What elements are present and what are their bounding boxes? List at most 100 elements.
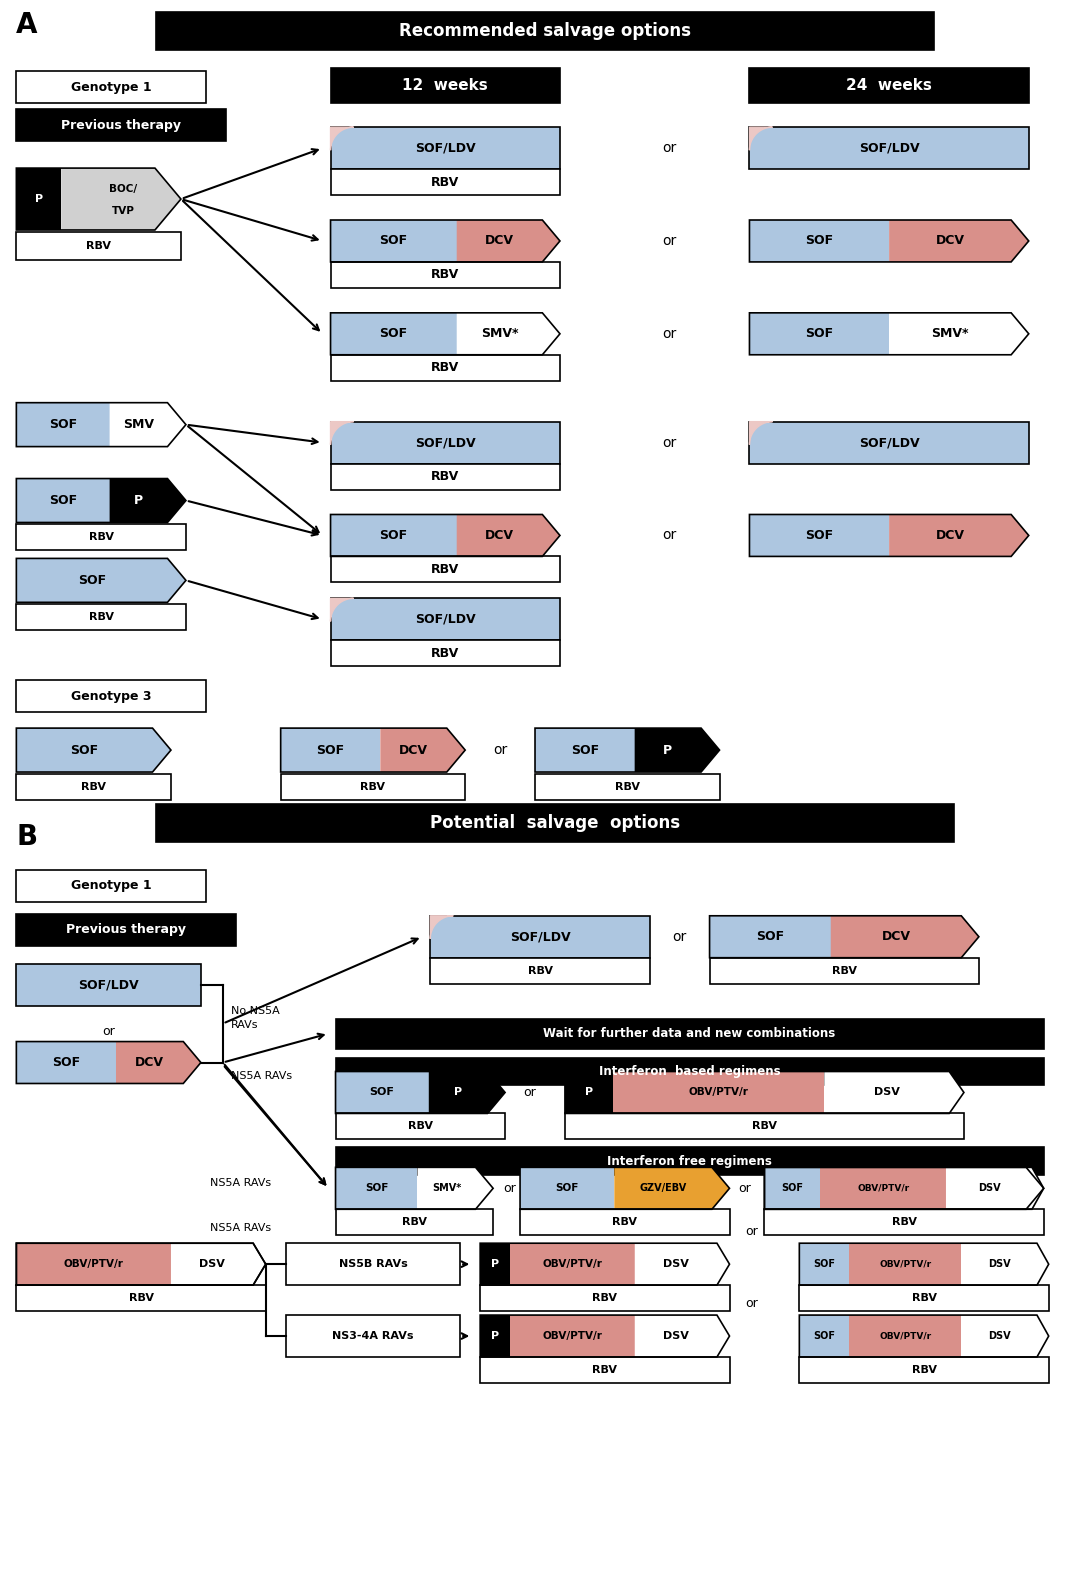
Polygon shape [16, 1042, 116, 1083]
Text: DSV: DSV [199, 1259, 225, 1269]
Text: NS3-4A RAVs: NS3-4A RAVs [332, 1331, 413, 1342]
Text: P: P [454, 1088, 462, 1098]
Text: TVP: TVP [111, 206, 134, 215]
Polygon shape [520, 1167, 615, 1209]
Polygon shape [330, 220, 457, 261]
Text: RBV: RBV [832, 966, 857, 976]
Polygon shape [457, 220, 560, 261]
Text: SOF: SOF [49, 494, 77, 507]
Text: or: or [504, 1182, 516, 1194]
Text: 12  weeks: 12 weeks [403, 78, 488, 93]
Text: RBV: RBV [615, 782, 639, 792]
FancyBboxPatch shape [16, 680, 206, 713]
Polygon shape [635, 729, 720, 771]
Polygon shape [612, 1071, 824, 1114]
Text: P: P [491, 1259, 499, 1269]
Text: SOF/LDV: SOF/LDV [78, 979, 138, 992]
Text: RBV: RBV [911, 1365, 937, 1375]
Text: SOF: SOF [380, 328, 408, 341]
Text: DCV: DCV [485, 234, 514, 247]
Text: DSV: DSV [663, 1331, 689, 1342]
FancyBboxPatch shape [286, 1243, 460, 1285]
Polygon shape [831, 916, 979, 958]
Polygon shape [849, 1315, 962, 1357]
Text: P: P [663, 743, 672, 757]
Text: No NS5A: No NS5A [230, 1006, 279, 1015]
Text: SOF: SOF [805, 234, 833, 247]
Text: RBV: RBV [81, 782, 106, 792]
Text: SOF: SOF [365, 1183, 388, 1193]
Polygon shape [635, 1243, 729, 1285]
Text: SOF/LDV: SOF/LDV [510, 930, 570, 942]
FancyBboxPatch shape [565, 1114, 964, 1139]
Text: DSV: DSV [874, 1088, 900, 1098]
Text: RBV: RBV [752, 1121, 777, 1131]
FancyBboxPatch shape [480, 1357, 729, 1383]
Text: or: or [662, 234, 677, 249]
FancyBboxPatch shape [335, 1114, 505, 1139]
Text: SOF: SOF [756, 930, 784, 942]
Text: P: P [491, 1331, 499, 1342]
FancyBboxPatch shape [330, 421, 560, 464]
Polygon shape [116, 1042, 201, 1083]
Text: A: A [16, 11, 38, 40]
FancyBboxPatch shape [16, 870, 206, 901]
Polygon shape [764, 1167, 862, 1209]
Text: RBV: RBV [431, 562, 460, 577]
FancyBboxPatch shape [16, 71, 206, 103]
Polygon shape [109, 478, 186, 523]
Text: DSV: DSV [988, 1331, 1011, 1342]
Polygon shape [750, 127, 773, 150]
Text: SOF: SOF [380, 529, 408, 542]
Polygon shape [962, 1315, 1048, 1357]
Text: or: or [493, 743, 507, 757]
Text: SOF: SOF [316, 743, 344, 757]
Text: or: or [738, 1182, 751, 1194]
FancyBboxPatch shape [330, 355, 560, 380]
Text: RBV: RBV [431, 470, 460, 483]
Polygon shape [820, 1167, 946, 1209]
Text: SOF/LDV: SOF/LDV [414, 613, 476, 626]
Text: RBV: RBV [360, 782, 385, 792]
FancyBboxPatch shape [330, 464, 560, 489]
Text: Genotype 1: Genotype 1 [70, 879, 151, 892]
Text: or: or [662, 326, 677, 341]
Text: RBV: RBV [911, 1293, 937, 1304]
Polygon shape [710, 916, 831, 958]
Text: OBV/PTV/r: OBV/PTV/r [857, 1183, 909, 1193]
FancyBboxPatch shape [335, 1058, 1044, 1085]
Polygon shape [750, 220, 889, 261]
FancyBboxPatch shape [16, 775, 171, 800]
Text: RBV: RBV [592, 1365, 618, 1375]
Polygon shape [335, 1167, 418, 1209]
Text: NS5B RAVs: NS5B RAVs [339, 1259, 407, 1269]
Text: OBV/PTV/r: OBV/PTV/r [880, 1332, 932, 1340]
FancyBboxPatch shape [764, 1209, 1044, 1236]
Text: DCV: DCV [936, 529, 965, 542]
Text: or: or [662, 141, 677, 155]
Text: RBV: RBV [401, 1217, 426, 1228]
Text: SOF: SOF [805, 529, 833, 542]
Polygon shape [535, 729, 635, 771]
Polygon shape [800, 1315, 849, 1357]
Text: DSV: DSV [988, 1259, 1011, 1269]
Text: SMV*: SMV* [432, 1183, 461, 1193]
Polygon shape [750, 421, 773, 445]
Text: OBV/PTV/r: OBV/PTV/r [880, 1259, 932, 1269]
Text: RBV: RBV [129, 1293, 154, 1304]
Text: SOF: SOF [555, 1183, 579, 1193]
Text: B: B [16, 824, 38, 851]
Text: RBV: RBV [89, 532, 114, 542]
Polygon shape [565, 1071, 612, 1114]
Text: DCV: DCV [936, 234, 965, 247]
Polygon shape [428, 1071, 505, 1114]
Polygon shape [280, 729, 380, 771]
FancyBboxPatch shape [280, 775, 465, 800]
FancyBboxPatch shape [330, 169, 560, 195]
FancyBboxPatch shape [431, 958, 649, 984]
Text: OBV/PTV/r: OBV/PTV/r [688, 1088, 749, 1098]
Polygon shape [824, 1071, 964, 1114]
Text: SOF: SOF [781, 1183, 803, 1193]
Polygon shape [764, 1167, 820, 1209]
Text: Genotype 3: Genotype 3 [70, 689, 151, 703]
